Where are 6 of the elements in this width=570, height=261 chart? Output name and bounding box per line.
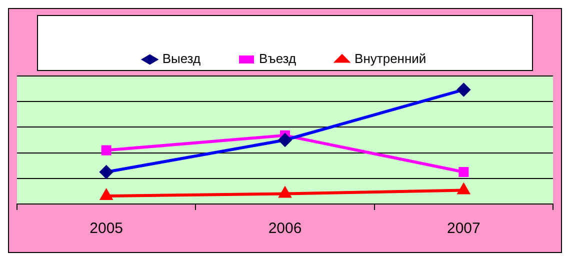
x-tick-label: 2007 <box>446 220 480 238</box>
x-tick-label: 2006 <box>268 220 302 238</box>
legend-label: Выезд <box>162 51 201 66</box>
x-tick-label: 2005 <box>90 220 124 238</box>
legend-label: Внутренний <box>354 51 426 66</box>
legend-label: Въезд <box>259 51 296 66</box>
